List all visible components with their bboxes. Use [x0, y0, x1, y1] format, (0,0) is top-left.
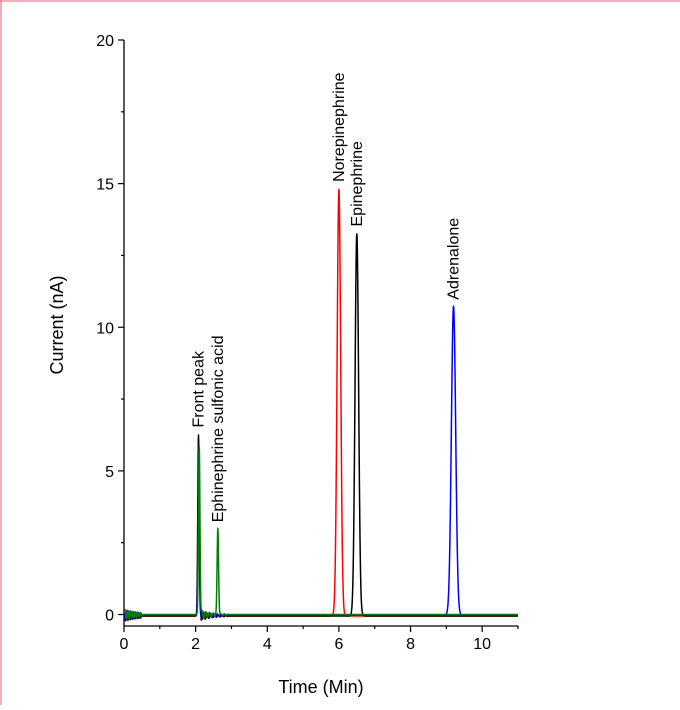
x-axis-title: Time (Min) — [278, 677, 363, 697]
peak-label: Adrenalone — [446, 218, 463, 300]
y-tick-label: 15 — [96, 177, 114, 194]
series-trace — [123, 305, 519, 621]
x-tick-label: 6 — [334, 636, 343, 653]
y-tick-label: 0 — [105, 608, 114, 625]
y-tick-label: 5 — [105, 464, 114, 481]
series-trace — [123, 445, 519, 620]
x-tick-label: 0 — [120, 636, 129, 653]
series-trace — [123, 233, 519, 622]
annotation-layer: Front peak Ephinephrine sulfonic acid Nore… — [191, 72, 463, 522]
y-tick-label: 10 — [96, 320, 114, 337]
x-tick-label: 2 — [191, 636, 200, 653]
x-tick-label: 10 — [473, 636, 491, 653]
y-tick-label: 20 — [96, 33, 114, 50]
x-tick-label: 4 — [263, 636, 272, 653]
y-axis-title: Current (nA) — [47, 275, 67, 374]
axes: 0 2 4 6 8 10 0 5 10 15 20 — [96, 33, 519, 653]
peak-label: Ephinephrine sulfonic acid — [210, 336, 227, 523]
x-tick-label: 8 — [406, 636, 415, 653]
peak-label: Epinephrine — [349, 141, 366, 227]
series-layer — [123, 188, 519, 622]
peak-label: Norepinephrine — [331, 72, 348, 182]
peak-label: Front peak — [191, 350, 208, 427]
